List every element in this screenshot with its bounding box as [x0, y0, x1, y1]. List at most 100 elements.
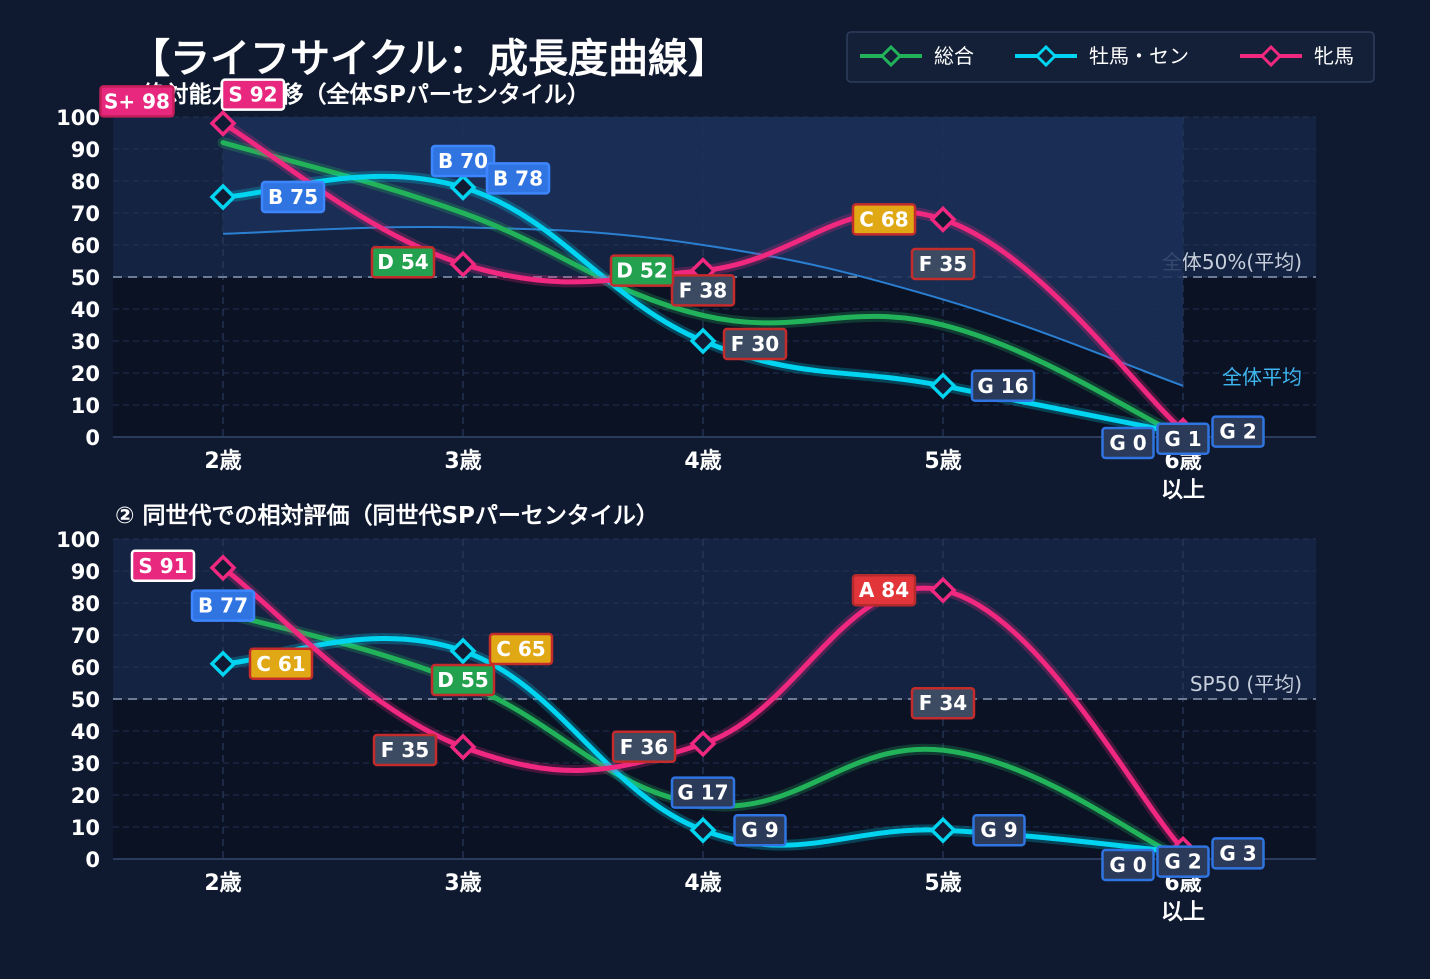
y-tick-label: 10	[71, 394, 100, 418]
x-tick-label: 5歳	[924, 871, 961, 896]
data-label-male: G 9	[972, 813, 1026, 847]
y-tick-label: 40	[71, 298, 100, 322]
data-label-male: C 65	[488, 632, 554, 666]
data-label-total: G 17	[670, 776, 736, 809]
series-line-female	[220, 565, 1186, 852]
legend: 総合 牡馬・セン 牝馬	[846, 31, 1375, 83]
legend-label-female: 牝馬	[1314, 44, 1354, 68]
data-label-female: A 84	[851, 573, 917, 607]
data-label-female: D 54	[370, 245, 436, 279]
data-label-male: C 61	[248, 647, 314, 681]
y-tick-label: 70	[71, 624, 100, 648]
data-label-text: B 78	[493, 166, 543, 190]
data-label-box	[910, 247, 976, 281]
data-label-female: G 3	[1211, 837, 1265, 870]
point-male	[209, 183, 237, 211]
series-line-total	[220, 140, 1186, 440]
point-male	[689, 816, 717, 844]
data-label-box	[1156, 845, 1210, 878]
data-label-box	[910, 686, 976, 720]
panel-absolute: ① 絶対能力の推移（全体SPパーセンタイル） 0 10 20 30 40 50 60 70 80 9…	[56, 78, 1316, 503]
legend-box	[846, 31, 1375, 83]
x-tick-label: 4歳	[684, 449, 721, 474]
data-label-male: G 1	[1156, 422, 1210, 456]
point-female	[209, 109, 237, 137]
data-label-box	[851, 203, 917, 236]
data-label-total: B 77	[190, 589, 256, 622]
data-label-text: F 30	[731, 332, 779, 356]
y-tick-label: 0	[85, 848, 100, 872]
data-label-box	[1101, 426, 1155, 460]
y-tick-label: 80	[71, 170, 100, 194]
data-label-box	[248, 647, 314, 681]
data-label-box	[220, 78, 286, 111]
point-male	[449, 637, 477, 665]
data-label-text: G 16	[977, 374, 1028, 398]
data-label-box	[430, 144, 496, 178]
x-tick-label: 3歳	[444, 871, 481, 896]
data-label-male: B 78	[485, 162, 551, 195]
point-female	[929, 576, 957, 604]
legend-item-male: 牡馬・セン	[1015, 44, 1189, 68]
data-label-text: B 75	[268, 185, 318, 209]
reference-line-label: 全体50%(平均)	[1162, 250, 1302, 274]
data-label-male: G 9	[733, 813, 787, 847]
point-male	[929, 372, 957, 400]
data-label-box	[370, 245, 436, 279]
y-tick-label: 90	[71, 138, 100, 162]
data-label-box	[1211, 415, 1265, 448]
legend-item-total: 総合	[860, 44, 974, 68]
data-label-text: G 0	[1109, 853, 1146, 877]
y-tick-label: 80	[71, 592, 100, 616]
data-label-female: C 68	[851, 203, 917, 236]
data-label-box	[733, 813, 787, 847]
data-label-female: F 36	[611, 730, 677, 764]
y-tick-label: 0	[85, 426, 100, 450]
point-male	[449, 173, 477, 201]
legend-marker-female	[1259, 44, 1283, 68]
data-label-text: F 35	[381, 738, 429, 762]
legend-marker-male	[1034, 44, 1058, 68]
data-label-text: D 55	[437, 668, 488, 692]
legend-item-female: 牝馬	[1240, 44, 1354, 68]
legend-marker-total	[879, 44, 903, 68]
data-label-text: G 1	[1164, 427, 1201, 451]
data-label-box	[1101, 848, 1155, 882]
y-tick-label: 30	[71, 752, 100, 776]
x-tick-label: 5歳	[924, 449, 961, 474]
data-label-text: C 68	[859, 207, 908, 231]
data-label-box	[260, 180, 326, 214]
reference-line-label: SP50 (平均)	[1190, 672, 1302, 696]
data-label-text: S 91	[138, 554, 187, 578]
panel-title: ① 絶対能力の推移（全体SPパーセンタイル）	[115, 81, 590, 108]
y-tick-label: 100	[56, 106, 100, 130]
y-tick-label: 10	[71, 816, 100, 840]
data-label-text: G 3	[1219, 841, 1256, 865]
data-label-box	[488, 632, 554, 666]
data-label-text: G 0	[1109, 431, 1146, 455]
average-label: 全体平均	[1222, 365, 1302, 389]
data-label-box	[1156, 422, 1210, 456]
y-tick-label: 50	[71, 688, 100, 712]
data-label-total: F 34	[910, 686, 976, 720]
data-label-box	[722, 327, 788, 361]
point-male	[929, 816, 957, 844]
point-male	[689, 327, 717, 355]
data-label-text: F 35	[919, 252, 967, 276]
data-label-text: G 2	[1219, 420, 1256, 444]
data-label-total: B 70	[430, 144, 496, 178]
data-label-total: F 38	[670, 274, 736, 307]
point-female	[929, 205, 957, 233]
panel-relative: ② 同世代での相対評価（同世代SPパーセンタイル） 0 10 20 30 40 50 60 70…	[56, 502, 1316, 925]
data-label-total: G 0	[1101, 426, 1155, 460]
y-tick-label: 70	[71, 202, 100, 226]
data-label-text: B 70	[438, 149, 488, 173]
data-label-box	[670, 274, 736, 307]
data-label-male: B 75	[260, 180, 326, 214]
data-label-text: S 92	[228, 83, 277, 107]
data-label-text: G 9	[980, 818, 1017, 842]
data-label-text: D 52	[616, 259, 667, 283]
legend-label-total: 総合	[934, 44, 974, 68]
data-label-text: A 84	[859, 578, 909, 602]
data-label-female: G 2	[1211, 415, 1265, 448]
